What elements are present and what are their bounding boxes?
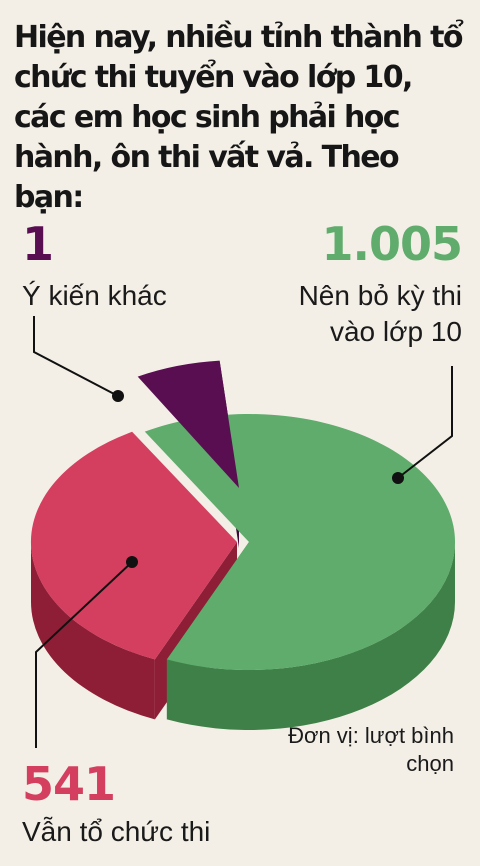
slice-side-abolish [166, 542, 455, 731]
leader-keep-line [35, 561, 133, 748]
slice-side-keep [30, 542, 155, 720]
slice-label-abolish: Nên bỏ kỳ thi vào lớp 10 [298, 280, 462, 347]
slice-value-keep: 541 [22, 757, 116, 811]
unit-label: Đơn vị: lượt bình chọn [288, 723, 454, 776]
slice-label-other: Ý kiến khác [22, 280, 167, 311]
leader-lines [33, 316, 453, 748]
leader-abolish-line [397, 366, 453, 479]
leader-abolish-dot [392, 472, 404, 484]
leader-other-dot [112, 390, 124, 402]
leader-other-line [33, 316, 119, 397]
question-title: Hiện nay, nhiều tỉnh thành tổ chức thi t… [14, 20, 463, 215]
slice-abolish [144, 414, 456, 671]
pie-tops [30, 360, 456, 671]
slice-other [137, 360, 239, 488]
slice-value-other: 1 [22, 217, 54, 271]
leader-keep-dot [126, 556, 138, 568]
slice-keep [30, 431, 237, 660]
slice-value-abolish: 1.005 [321, 217, 463, 271]
slice-label-keep: Vẫn tổ chức thi [22, 816, 211, 847]
